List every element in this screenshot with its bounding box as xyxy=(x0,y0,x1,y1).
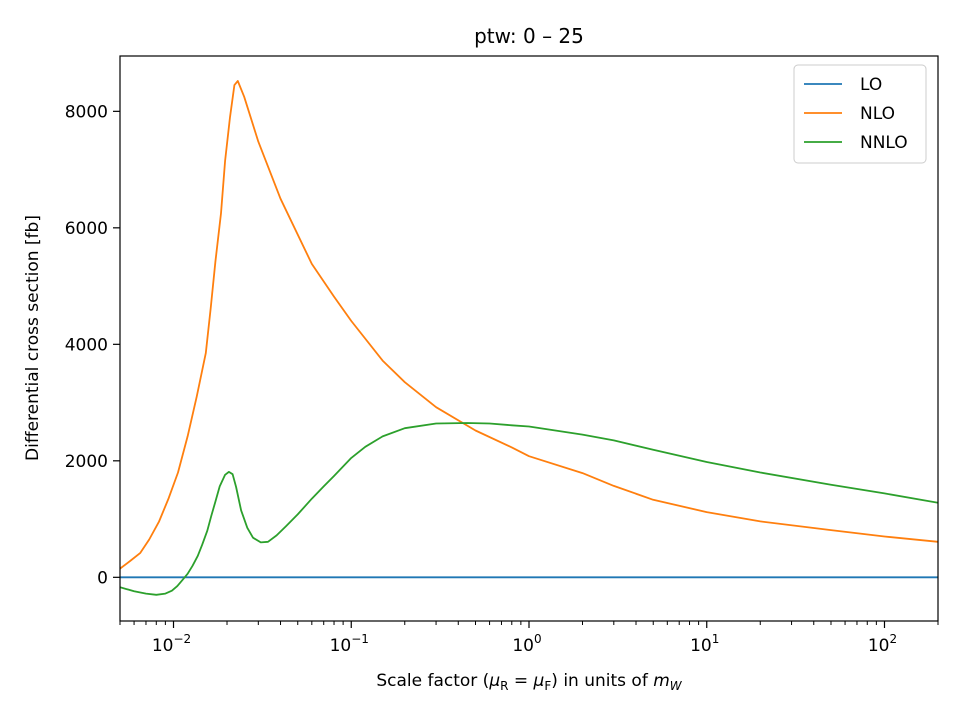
legend-label-nnlo: NNLO xyxy=(860,133,908,153)
legend: LO NLO NNLO xyxy=(793,64,927,164)
legend-label-lo: LO xyxy=(860,75,882,95)
legend-box xyxy=(793,64,927,164)
x-tick-label: 10−1 xyxy=(330,632,369,656)
legend-label-nlo: NLO xyxy=(860,104,895,124)
y-tick-label: 2000 xyxy=(65,452,108,472)
x-axis-label: Scale factor (μR = μF) in units of mW xyxy=(376,671,682,693)
x-tick-label: 101 xyxy=(690,632,719,656)
y-tick-label: 6000 xyxy=(65,219,108,239)
y-axis-label: Differential cross section [fb] xyxy=(23,215,43,461)
y-tick-label: 4000 xyxy=(65,335,108,355)
y-axis: 0 2000 4000 6000 8000 xyxy=(65,102,120,588)
chart-title: ptw: 0 – 25 xyxy=(474,24,584,48)
series-line-nlo xyxy=(120,80,938,570)
series-layer xyxy=(120,80,938,596)
y-tick-label: 8000 xyxy=(65,102,108,122)
y-tick-label: 0 xyxy=(97,568,108,588)
x-axis: 10−2 10−1 100 101 102 xyxy=(119,621,939,656)
x-tick-label: 100 xyxy=(512,632,541,656)
x-tick-label: 102 xyxy=(868,632,897,656)
series-line-nnlo xyxy=(120,422,938,596)
x-tick-label: 10−2 xyxy=(152,632,191,656)
